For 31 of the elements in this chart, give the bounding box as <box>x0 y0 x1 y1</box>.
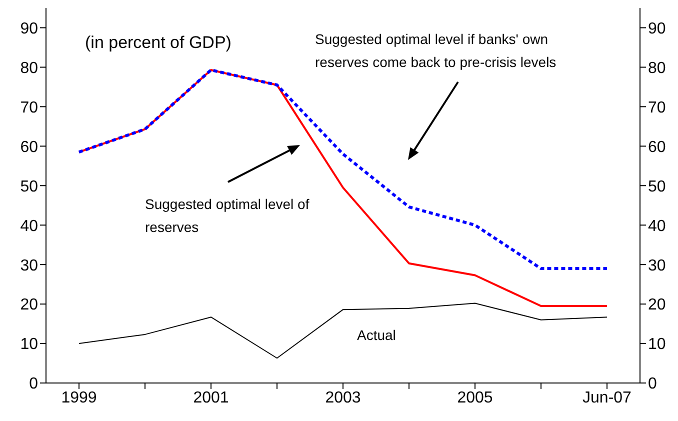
y-tick-label: 70 <box>20 99 38 116</box>
y2-tick-label: 20 <box>648 296 666 314</box>
x-tick-label: 2005 <box>457 389 493 406</box>
y-tick-label: 10 <box>20 336 38 354</box>
line-series <box>78 302 608 359</box>
y-tick-label: 20 <box>20 296 38 314</box>
y-tick-label: 30 <box>20 257 38 274</box>
x-tick-label: Jun-07 <box>582 389 632 406</box>
x-tick-label: 2001 <box>193 389 229 406</box>
y2-tick-label: 50 <box>648 178 666 196</box>
y2-tick-label: 0 <box>648 376 657 393</box>
line-series <box>78 68 608 270</box>
y2-tick-label: 90 <box>648 20 666 38</box>
y2-tick-label: 70 <box>648 99 666 116</box>
y-tick-label: 90 <box>20 20 38 38</box>
y-tick-label: 0 <box>29 376 38 393</box>
y-tick-label: 50 <box>20 178 38 196</box>
y2-tick-label: 30 <box>648 257 666 274</box>
y2-tick-label: 60 <box>648 138 666 156</box>
y-tick-label: 80 <box>20 60 38 77</box>
x-tick-label: 2003 <box>325 389 361 406</box>
y-tick-label: 40 <box>20 218 38 235</box>
y2-tick-label: 10 <box>648 336 666 354</box>
y2-tick-label: 40 <box>648 218 666 235</box>
x-tick-label: 1999 <box>61 389 97 406</box>
series-label: Actual <box>357 327 396 343</box>
y-tick-label: 60 <box>20 138 38 156</box>
annotation: Suggested optimal level if banks' own reserves come back to pre-crisis levels <box>315 31 556 70</box>
annotation: Suggested optimal level of reserves <box>145 196 310 235</box>
y2-tick-label: 80 <box>648 60 666 77</box>
annotation: (in percent of GDP) <box>85 33 232 52</box>
